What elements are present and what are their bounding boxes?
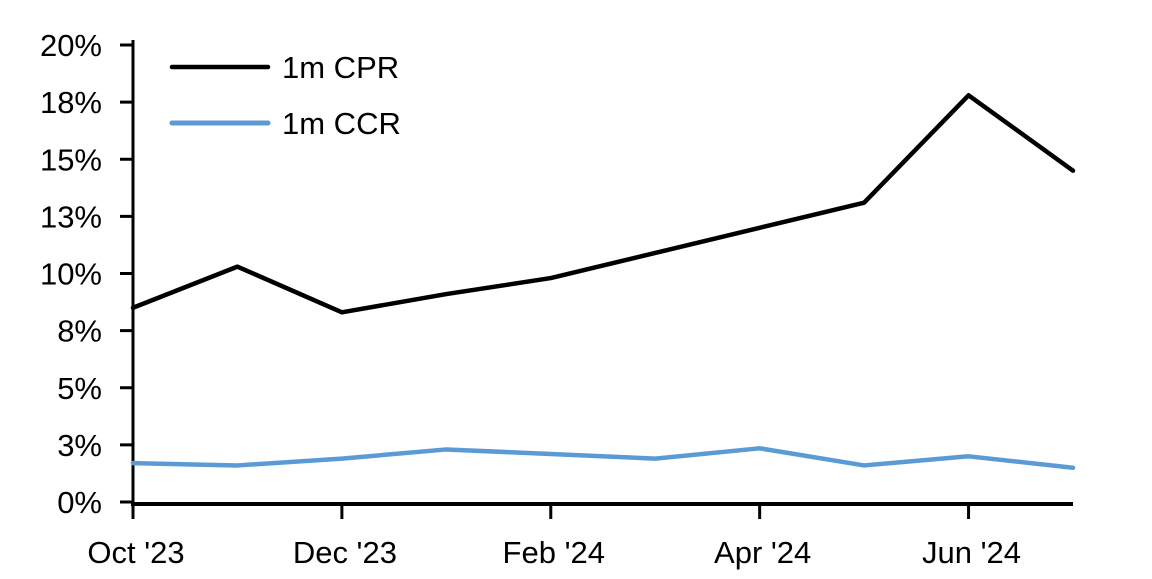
x-axis: Oct '23 Dec '23 Feb '24 Apr '24 Jun '24 [87,502,1073,570]
y-tick-label: 3% [57,428,102,463]
x-tick-label: Jun '24 [922,535,1021,570]
y-tick-label: 0% [57,485,102,520]
y-tick-label: 18% [40,85,102,120]
y-tick-label: 15% [40,142,102,177]
y-tick-label: 5% [57,371,102,406]
x-tick-label: Apr '24 [714,535,811,570]
x-tick-label: Oct '23 [87,535,184,570]
series-line-1m-cpr [130,93,1076,315]
y-tick-label: 13% [40,199,102,234]
series-lines [130,93,1076,470]
x-tick-label: Feb '24 [503,535,605,570]
legend-label-1m-cpr: 1m CPR [282,50,399,85]
y-tick-label: 8% [57,314,102,349]
y-tick-label: 10% [40,257,102,292]
y-tick-label: 20% [40,28,102,63]
x-tick-label: Dec '23 [293,535,397,570]
legend: 1m CPR 1m CCR [169,50,401,141]
series-line-1m-ccr [130,446,1076,470]
legend-label-1m-ccr: 1m CCR [282,106,401,141]
y-axis: 20% 18% 15% 13% 10% 8% 5% 3% 0% [40,28,135,520]
